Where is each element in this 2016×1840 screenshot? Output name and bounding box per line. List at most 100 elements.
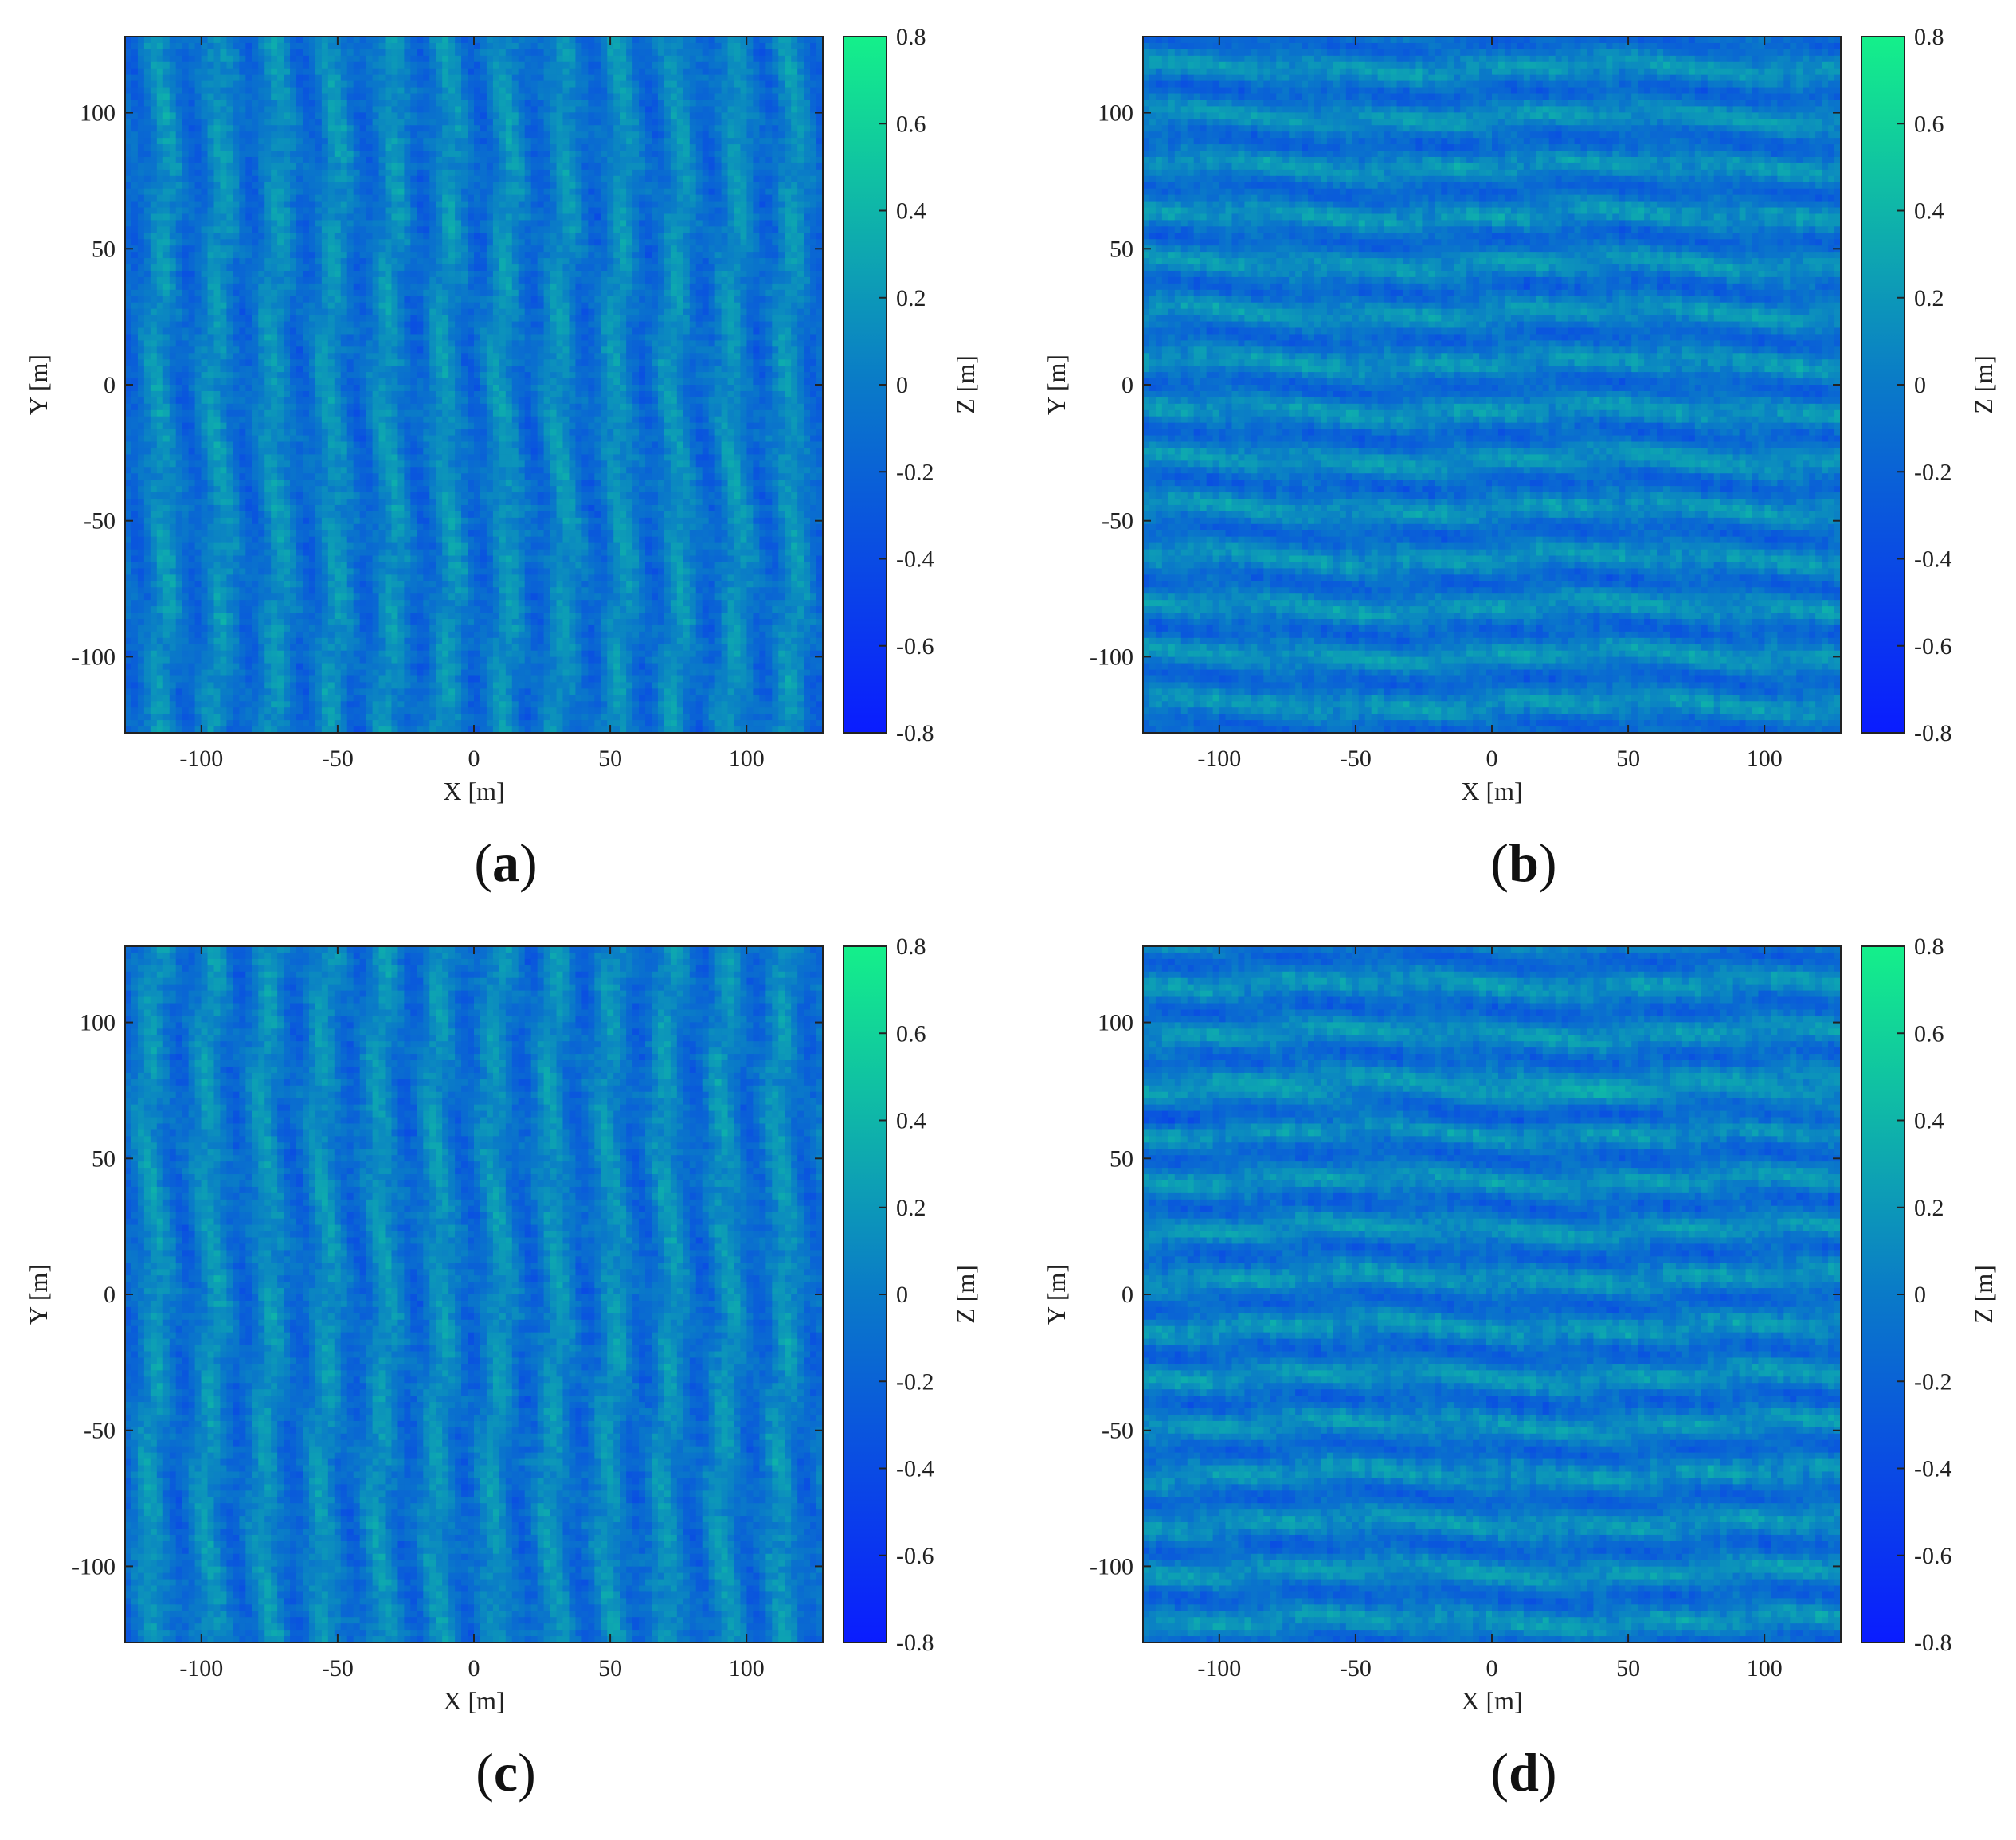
heatmap-cell [519, 163, 526, 170]
heatmap-cell [550, 157, 558, 164]
heatmap-cell [189, 112, 196, 119]
heatmap-cell [354, 125, 361, 132]
heatmap-cell [461, 94, 468, 101]
heatmap-cell [322, 125, 329, 132]
heatmap-cell [709, 131, 716, 139]
heatmap-cell [213, 94, 221, 101]
heatmap-cell [804, 151, 811, 158]
heatmap-cell [607, 112, 614, 119]
heatmap-cell [296, 144, 303, 151]
heatmap-cell [131, 157, 139, 164]
heatmap-cell [245, 62, 252, 69]
heatmap-cell [341, 151, 348, 158]
heatmap-cell [328, 157, 335, 164]
heatmap-cell [271, 138, 278, 145]
heatmap-cell [290, 43, 297, 50]
heatmap-cell [493, 56, 500, 63]
heatmap-cell [347, 37, 354, 44]
heatmap-cell [594, 119, 601, 126]
heatmap-cell [213, 81, 221, 88]
heatmap-cell [360, 106, 367, 113]
heatmap-cell [423, 163, 430, 170]
heatmap-cell [417, 119, 424, 126]
heatmap-cell [366, 62, 374, 69]
heatmap-cell [258, 75, 265, 82]
heatmap-cell [690, 69, 697, 76]
heatmap-cell [544, 100, 551, 107]
heatmap-cell [391, 43, 398, 50]
heatmap-cell [746, 112, 754, 119]
heatmap-cell [632, 37, 640, 44]
heatmap-cell [740, 88, 747, 95]
heatmap-cell [252, 100, 259, 107]
heatmap-cell [740, 112, 747, 119]
heatmap-cell [391, 75, 398, 82]
heatmap-cell [645, 43, 652, 50]
heatmap-cell [189, 81, 196, 88]
heatmap-cell [366, 131, 374, 139]
heatmap-cell [284, 131, 291, 139]
heatmap-cell [429, 43, 436, 50]
heatmap-cell [671, 112, 678, 119]
heatmap-cell [664, 49, 671, 57]
heatmap-cell [632, 125, 640, 132]
heatmap-cell [810, 138, 817, 145]
heatmap-cell [322, 131, 329, 139]
heatmap-cell [386, 131, 393, 139]
heatmap-cell [354, 100, 361, 107]
heatmap-cell [366, 75, 374, 82]
heatmap-cell [163, 151, 170, 158]
heatmap-cell [728, 144, 735, 151]
heatmap-cell [157, 43, 164, 50]
heatmap-cell [759, 37, 766, 44]
heatmap-cell [664, 138, 671, 145]
heatmap-cell [740, 69, 747, 76]
heatmap-cell [531, 131, 538, 139]
heatmap-cell [245, 75, 252, 82]
heatmap-cell [213, 75, 221, 82]
heatmap-cell [474, 69, 481, 76]
heatmap-cell [480, 75, 487, 82]
heatmap-cell [538, 125, 545, 132]
heatmap-cell [423, 56, 430, 63]
heatmap-cell [791, 157, 798, 164]
heatmap-cell [581, 112, 589, 119]
heatmap-cell [220, 75, 227, 82]
heatmap-cell [322, 69, 329, 76]
heatmap-cell [397, 81, 405, 88]
heatmap-cell [442, 56, 449, 63]
heatmap-cell [594, 62, 601, 69]
heatmap-cell [144, 138, 151, 145]
heatmap-cell [709, 69, 716, 76]
heatmap-cell [562, 157, 570, 164]
heatmap-cell [404, 94, 411, 101]
heatmap-cell [264, 138, 272, 145]
heatmap-cell [557, 69, 564, 76]
heatmap-cell [264, 163, 272, 170]
heatmap-cell [601, 138, 608, 145]
heatmap-cell [315, 43, 323, 50]
heatmap-cell [303, 119, 310, 126]
heatmap-cell [277, 75, 284, 82]
heatmap-cell [264, 81, 272, 88]
heatmap-cell [138, 112, 145, 119]
heatmap-cell [480, 138, 487, 145]
heatmap-cell [581, 157, 589, 164]
heatmap-cell [652, 56, 659, 63]
heatmap-cell [703, 62, 710, 69]
heatmap-cell [512, 157, 519, 164]
heatmap-cell [157, 151, 164, 158]
heatmap-cell [417, 106, 424, 113]
heatmap-cell [264, 94, 272, 101]
heatmap-cell [144, 100, 151, 107]
heatmap-cell [525, 94, 532, 101]
heatmap-cell [373, 62, 380, 69]
heatmap-cell [296, 138, 303, 145]
heatmap-cell [778, 157, 785, 164]
heatmap-cell [538, 112, 545, 119]
heatmap-cell [709, 56, 716, 63]
heatmap-cell [728, 125, 735, 132]
heatmap-cell [233, 43, 240, 50]
heatmap-cell [581, 43, 589, 50]
heatmap-cell [157, 81, 164, 88]
